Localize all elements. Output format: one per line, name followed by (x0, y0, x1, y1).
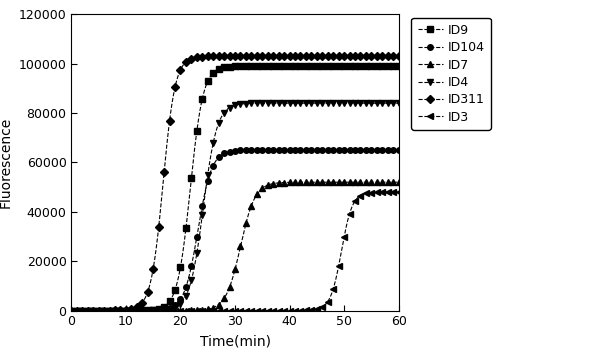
Legend: ID9, ID104, ID7, ID4, ID311, ID3: ID9, ID104, ID7, ID4, ID311, ID3 (412, 17, 491, 130)
ID4 (182, 293, 189, 298)
ID104 (242, 148, 249, 152)
ID311 (395, 54, 402, 59)
Line: ID104: ID104 (68, 147, 402, 313)
ID104 (144, 308, 151, 313)
ID4 (395, 101, 402, 105)
ID7 (133, 308, 140, 313)
ID4 (144, 308, 151, 313)
ID3 (133, 308, 140, 313)
ID311 (144, 290, 151, 294)
Line: ID7: ID7 (68, 180, 402, 313)
ID9 (144, 308, 151, 312)
ID7 (264, 183, 271, 187)
ID3 (68, 308, 75, 313)
ID4 (242, 101, 249, 106)
ID311 (68, 308, 75, 313)
ID7 (144, 308, 151, 313)
ID104 (133, 308, 140, 313)
ID311 (133, 305, 140, 310)
ID9 (133, 308, 140, 313)
ID9 (395, 64, 402, 68)
ID4 (68, 308, 75, 313)
ID3 (144, 308, 151, 313)
ID311 (182, 60, 189, 64)
ID104 (182, 285, 189, 289)
ID311 (352, 54, 359, 59)
Line: ID311: ID311 (68, 54, 402, 313)
X-axis label: Time(min): Time(min) (199, 334, 271, 348)
ID104 (395, 148, 402, 152)
ID4 (352, 101, 359, 105)
ID7 (395, 180, 402, 184)
ID7 (68, 308, 75, 313)
ID4 (264, 101, 271, 105)
ID9 (264, 64, 271, 68)
Line: ID4: ID4 (68, 100, 402, 313)
ID104 (264, 148, 271, 152)
ID7 (182, 308, 189, 313)
Line: ID9: ID9 (68, 63, 402, 313)
ID9 (68, 308, 75, 313)
ID311 (242, 54, 249, 59)
ID3 (395, 190, 402, 194)
ID9 (182, 226, 189, 231)
ID3 (182, 308, 189, 313)
ID9 (352, 64, 359, 68)
ID7 (242, 221, 249, 226)
ID311 (264, 54, 271, 59)
Y-axis label: Fluorescence: Fluorescence (0, 117, 13, 208)
ID3 (264, 308, 271, 313)
ID3 (242, 308, 249, 313)
ID3 (352, 199, 359, 203)
ID4 (133, 308, 140, 313)
Line: ID3: ID3 (68, 189, 402, 313)
ID104 (352, 148, 359, 152)
ID9 (242, 64, 249, 68)
ID104 (68, 308, 75, 313)
ID311 (384, 54, 392, 59)
ID7 (352, 180, 359, 184)
